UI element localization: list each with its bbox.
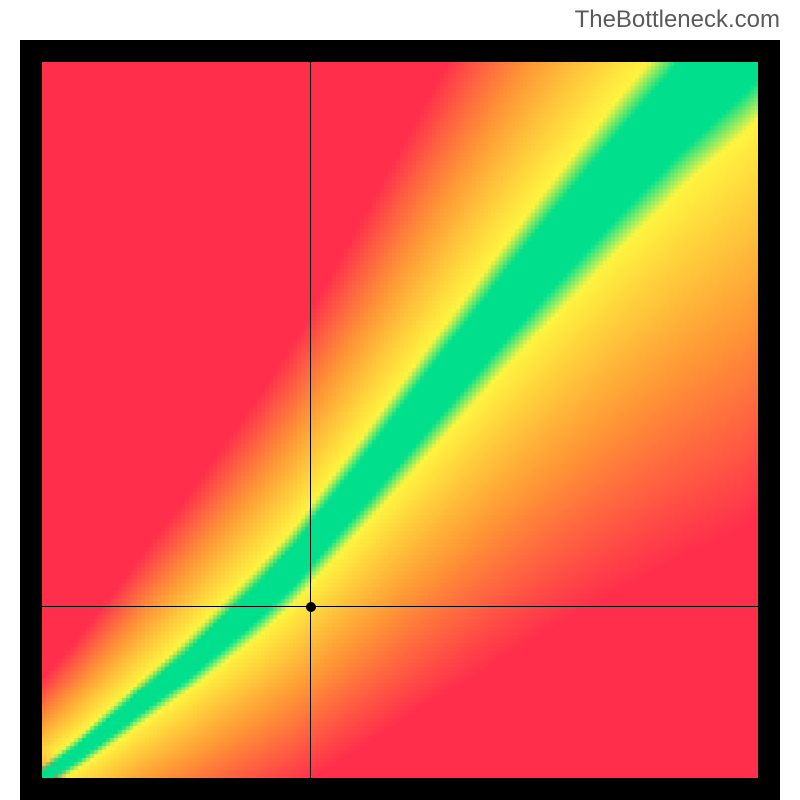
watermark-text: TheBottleneck.com: [575, 6, 780, 34]
crosshair-dot: [306, 602, 316, 612]
heatmap-canvas: [42, 62, 758, 778]
crosshair-vertical: [310, 62, 311, 778]
crosshair-horizontal: [42, 606, 758, 607]
heatmap-plot-area: [42, 62, 758, 778]
page-container: TheBottleneck.com: [0, 0, 800, 800]
